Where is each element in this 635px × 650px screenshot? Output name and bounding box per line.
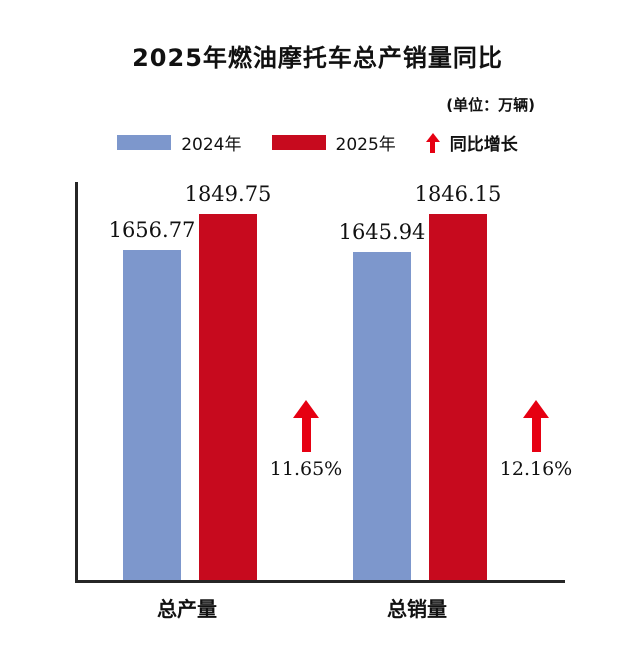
legend-swatch-2024-icon: [117, 135, 172, 150]
growth-percent-production: 11.65%: [269, 458, 343, 480]
bar-value-label: 1656.77: [108, 218, 196, 242]
bar-value-label: 1846.15: [414, 182, 502, 206]
category-label-sales: 总销量: [387, 597, 447, 621]
bar-2024-production: 1656.77: [109, 182, 195, 580]
unit-note: (单位：万辆): [446, 96, 535, 114]
legend-label-growth: 同比增长: [449, 135, 518, 155]
bar-rect: [429, 214, 487, 580]
up-arrow-icon: [523, 400, 549, 452]
bar-2025-production: 1849.75: [185, 182, 271, 580]
bar-2024-sales: 1645.94: [339, 182, 425, 580]
bar-rect: [199, 214, 257, 580]
up-arrow-icon: [425, 132, 440, 153]
bar-rect: [353, 252, 411, 580]
growth-indicator-production: 11.65%: [268, 400, 344, 480]
legend: 2024年 2025年 同比增长: [0, 130, 635, 155]
legend-label-2024: 2024年: [181, 135, 242, 155]
bar-2025-sales: 1846.15: [415, 182, 501, 580]
chart-title: 2025年燃油摩托车总产销量同比: [132, 44, 503, 72]
growth-percent-sales: 12.16%: [499, 458, 573, 480]
plot-area: 1656.77 1849.75 1645.94 1846.15 11.65%: [75, 182, 572, 583]
legend-item-2024: 2024年: [117, 130, 242, 155]
bar-value-label: 1849.75: [184, 182, 272, 206]
up-arrow-icon: [293, 400, 319, 452]
legend-swatch-2025-icon: [271, 135, 326, 150]
bar-rect: [123, 250, 181, 580]
legend-item-growth: 同比增长: [425, 130, 518, 155]
category-label-production: 总产量: [157, 597, 217, 621]
growth-indicator-sales: 12.16%: [498, 400, 574, 480]
bar-value-label: 1645.94: [338, 220, 426, 244]
bar-group-production: 1656.77 1849.75: [109, 182, 271, 580]
bar-group-sales: 1645.94 1846.15: [339, 182, 501, 580]
legend-item-2025: 2025年: [271, 130, 396, 155]
legend-label-2025: 2025年: [335, 135, 396, 155]
